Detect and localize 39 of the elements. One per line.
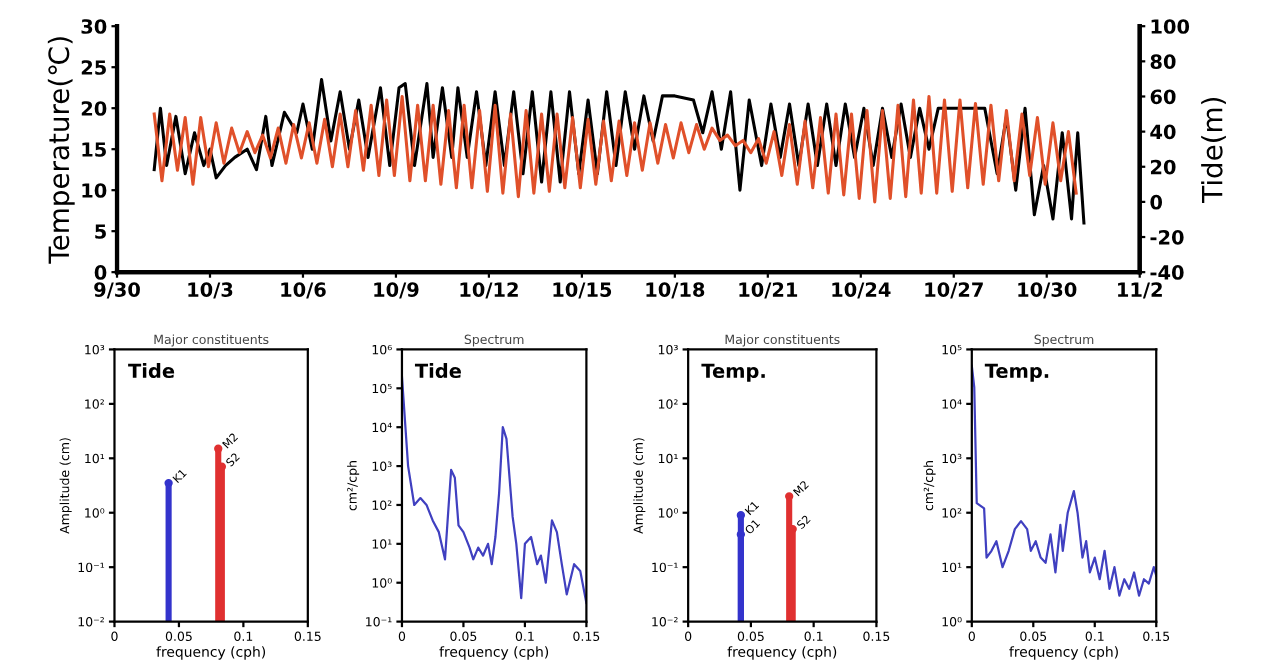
y2-tick-label: 100 [1151, 19, 1190, 34]
y-tick-label: 30 [81, 19, 107, 34]
x-tick-label: 10/15 [553, 282, 612, 299]
y-tick-label: 10 [82, 183, 107, 198]
point [214, 444, 223, 453]
y2-axis-title: Tide(m) [1201, 97, 1226, 203]
y2-tick-label: -40 [1150, 265, 1184, 280]
y2-tick-label: 80 [1150, 54, 1176, 70]
y2-tick-label: 60 [1150, 89, 1176, 105]
y-tick-label: 5 [95, 224, 106, 239]
point [164, 478, 173, 488]
annotation: Tide [414, 363, 461, 379]
y2-tick-label: 0 [1150, 194, 1163, 210]
x-tick-label: 10/3 [188, 282, 233, 299]
point [736, 511, 746, 520]
x-tick-label: 10/6 [281, 282, 326, 299]
y2-tick-label: 40 [1150, 124, 1176, 140]
y2-tick-label: 20 [1150, 159, 1176, 175]
x-tick-label: 10/12 [460, 282, 518, 299]
x-tick-label: 10/9 [374, 282, 419, 299]
x-tick-label: 11/2 [1118, 282, 1162, 299]
y-axis-title: Temperature(℃) [47, 37, 75, 264]
point [785, 492, 794, 501]
x-tick-label: 10/27 [925, 282, 983, 299]
annotation: Temp. [701, 363, 765, 382]
y2-tick-label: -20 [1150, 229, 1184, 245]
x-tick-label: 10/24 [832, 282, 891, 299]
y-tick-label: 0 [94, 265, 107, 280]
annotation: Temp. [984, 363, 1049, 382]
y-tick-label: 15 [82, 142, 106, 157]
x-tick-label: 10/30 [1018, 282, 1077, 299]
x-tick-label: 10/21 [739, 282, 798, 299]
y-tick-label: 25 [81, 60, 106, 75]
annotation: Tide [128, 363, 175, 379]
line-series [152, 94, 1078, 204]
point [736, 530, 746, 539]
y-tick-label: 20 [81, 101, 107, 116]
x-tick-label: 9/30 [94, 282, 140, 299]
x-tick-label: 10/18 [646, 282, 705, 299]
